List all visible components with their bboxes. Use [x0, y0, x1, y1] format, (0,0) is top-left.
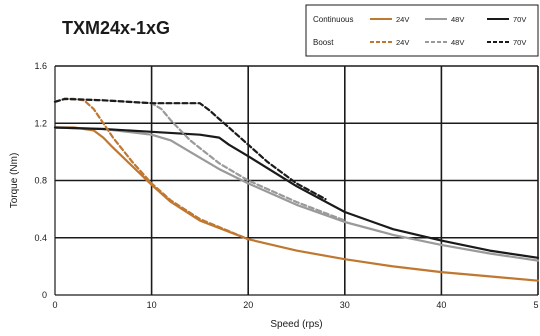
series-line-continuous-24v [53, 126, 540, 282]
legend-box [305, 4, 539, 57]
x-tick-label: 30 [340, 300, 350, 310]
legend-row-label: Boost [313, 38, 334, 47]
legend-entry-label: 48V [451, 38, 464, 47]
y-axis-label: Torque (Nm) [9, 153, 20, 209]
legend-entry-label: 70V [513, 38, 526, 47]
y-tick-label: 0 [42, 290, 47, 300]
legend-entry-label: 48V [451, 15, 464, 24]
legend-row-label: Continuous [313, 15, 353, 24]
y-tick-label: 1.6 [34, 61, 47, 71]
chart-title: TXM24x-1xG [62, 18, 171, 38]
legend-entry-label: 70V [513, 15, 526, 24]
legend: Continuous Boost 24V 48V 70V 24V 48V 70V [305, 4, 539, 57]
series-line-continuous-70v [53, 126, 540, 259]
legend-entry-label: 24V [396, 15, 409, 24]
x-tick-label: 10 [147, 300, 157, 310]
x-tick-label: 0 [52, 300, 57, 310]
x-tick-label: 5 [533, 300, 538, 310]
x-tick-label: 40 [436, 300, 446, 310]
x-tick-label: 20 [243, 300, 253, 310]
series-line-continuous-48v [53, 126, 540, 262]
series-line-boost-70v [53, 97, 327, 201]
y-tick-label: 0.8 [34, 176, 47, 186]
x-axis-label: Speed (rps) [270, 319, 322, 330]
y-tick-label: 1.2 [34, 118, 47, 128]
legend-entry-label: 24V [396, 38, 409, 47]
y-tick-label: 0.4 [34, 233, 47, 243]
